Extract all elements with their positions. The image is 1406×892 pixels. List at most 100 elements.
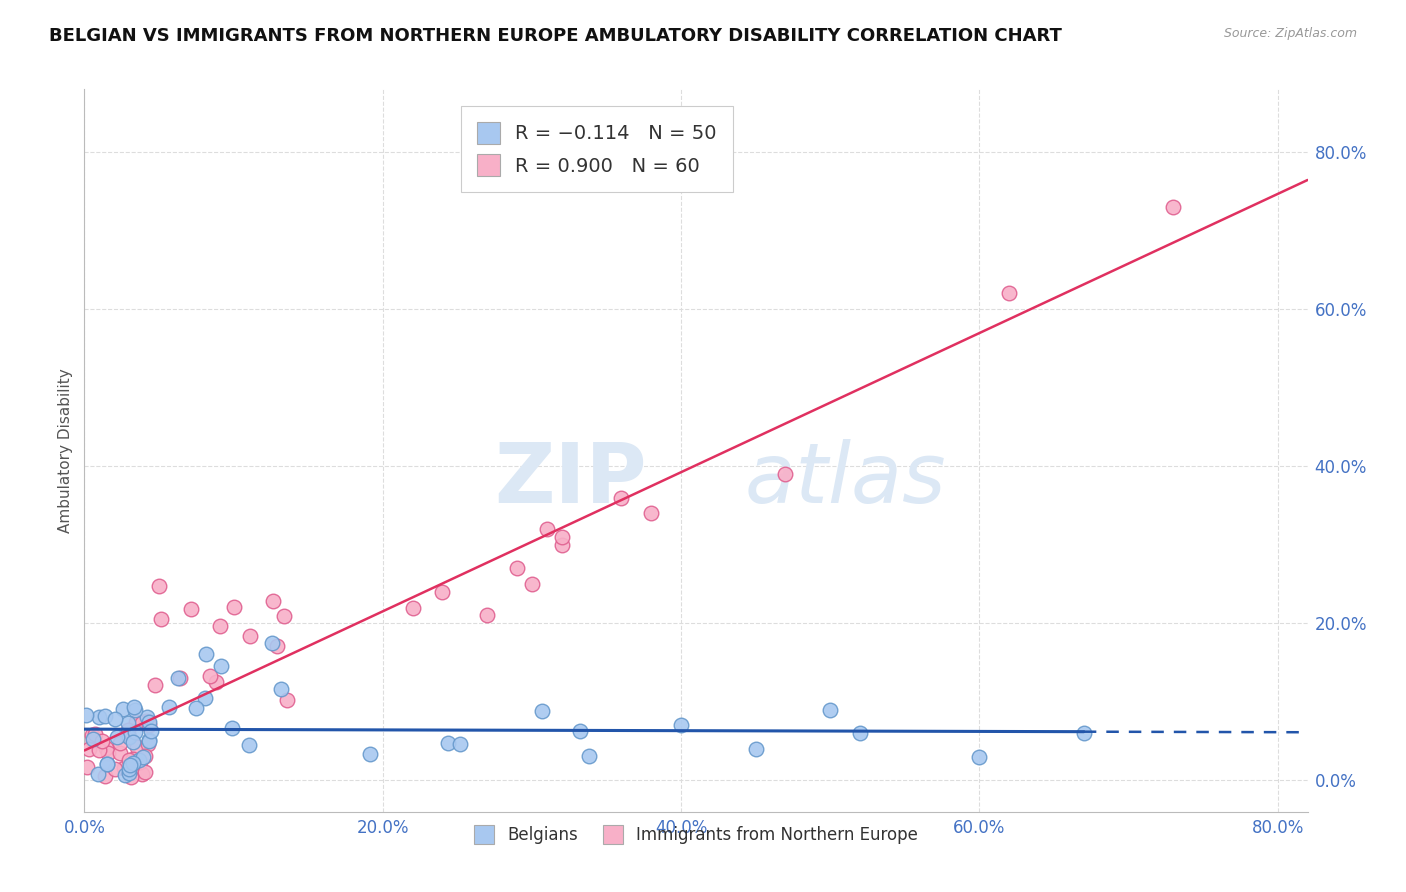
- Y-axis label: Ambulatory Disability: Ambulatory Disability: [58, 368, 73, 533]
- Point: [669, 718, 692, 732]
- Point: [117, 730, 139, 744]
- Point: [117, 723, 139, 738]
- Point: [122, 756, 145, 770]
- Point: [120, 770, 142, 784]
- Point: [194, 647, 217, 661]
- Point: [266, 639, 288, 653]
- Point: [260, 635, 283, 649]
- Point: [1073, 726, 1095, 740]
- Point: [76, 760, 98, 774]
- Legend: Belgians, Immigrants from Northern Europe: Belgians, Immigrants from Northern Europ…: [464, 814, 928, 854]
- Point: [401, 600, 423, 615]
- Point: [125, 714, 148, 729]
- Point: [270, 682, 292, 697]
- Point: [104, 762, 127, 776]
- Point: [578, 748, 600, 763]
- Point: [143, 678, 166, 692]
- Point: [84, 727, 107, 741]
- Point: [75, 708, 97, 723]
- Point: [80, 728, 103, 742]
- Point: [96, 741, 118, 756]
- Point: [89, 709, 111, 723]
- Point: [77, 741, 100, 756]
- Point: [118, 730, 141, 744]
- Point: [186, 701, 208, 715]
- Point: [115, 729, 138, 743]
- Point: [87, 743, 110, 757]
- Point: [97, 746, 120, 760]
- Point: [205, 675, 228, 690]
- Point: [273, 609, 295, 624]
- Point: [998, 286, 1021, 301]
- Point: [120, 758, 142, 772]
- Point: [105, 730, 128, 744]
- Point: [148, 579, 170, 593]
- Point: [194, 690, 217, 705]
- Point: [238, 739, 260, 753]
- Point: [432, 584, 454, 599]
- Point: [530, 704, 553, 718]
- Point: [118, 753, 141, 767]
- Point: [239, 628, 262, 642]
- Point: [128, 753, 150, 767]
- Point: [121, 752, 143, 766]
- Point: [969, 749, 991, 764]
- Point: [221, 721, 243, 735]
- Point: [131, 766, 153, 780]
- Point: [112, 761, 135, 775]
- Point: [108, 735, 131, 749]
- Point: [222, 600, 245, 615]
- Point: [551, 530, 574, 544]
- Text: ZIP: ZIP: [495, 439, 647, 520]
- Point: [82, 733, 104, 747]
- Point: [1163, 200, 1185, 214]
- Point: [138, 714, 160, 729]
- Point: [449, 738, 471, 752]
- Point: [276, 693, 298, 707]
- Point: [536, 522, 558, 536]
- Point: [104, 712, 127, 726]
- Point: [127, 739, 149, 754]
- Point: [96, 756, 118, 771]
- Point: [135, 710, 157, 724]
- Point: [108, 746, 131, 760]
- Point: [114, 767, 136, 781]
- Point: [134, 748, 156, 763]
- Point: [610, 491, 633, 505]
- Point: [122, 735, 145, 749]
- Text: atlas: atlas: [745, 439, 946, 520]
- Point: [136, 737, 159, 751]
- Text: BELGIAN VS IMMIGRANTS FROM NORTHERN EUROPE AMBULATORY DISABILITY CORRELATION CHA: BELGIAN VS IMMIGRANTS FROM NORTHERN EURO…: [49, 27, 1062, 45]
- Point: [134, 765, 156, 780]
- Text: Source: ZipAtlas.com: Source: ZipAtlas.com: [1223, 27, 1357, 40]
- Point: [112, 702, 135, 716]
- Point: [198, 669, 221, 683]
- Point: [849, 726, 872, 740]
- Point: [91, 734, 114, 748]
- Point: [82, 732, 104, 747]
- Point: [209, 659, 232, 673]
- Point: [437, 736, 460, 750]
- Point: [135, 714, 157, 728]
- Point: [132, 750, 155, 764]
- Point: [117, 716, 139, 731]
- Point: [94, 709, 117, 723]
- Point: [169, 671, 191, 685]
- Point: [149, 611, 172, 625]
- Point: [520, 577, 543, 591]
- Point: [129, 755, 152, 769]
- Point: [475, 608, 498, 623]
- Point: [640, 506, 662, 520]
- Point: [124, 724, 146, 739]
- Point: [122, 700, 145, 714]
- Point: [167, 671, 190, 685]
- Point: [87, 767, 110, 781]
- Point: [551, 538, 574, 552]
- Point: [208, 619, 231, 633]
- Point: [568, 724, 591, 739]
- Point: [180, 602, 202, 616]
- Point: [506, 561, 529, 575]
- Point: [94, 769, 117, 783]
- Point: [359, 747, 381, 761]
- Point: [118, 765, 141, 780]
